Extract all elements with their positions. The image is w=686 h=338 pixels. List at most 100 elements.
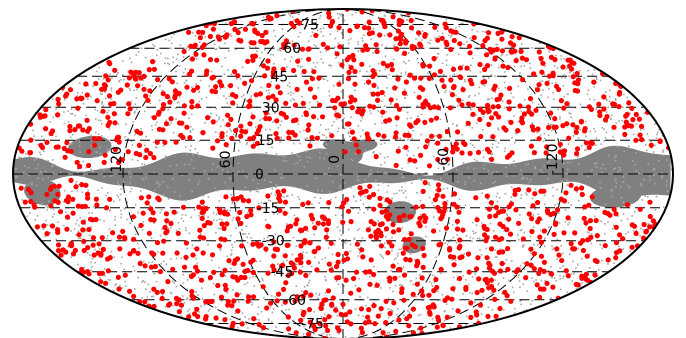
data-point — [183, 240, 189, 246]
data-point — [456, 209, 462, 215]
data-point — [560, 64, 566, 70]
data-point — [535, 126, 541, 132]
data-point — [435, 105, 441, 111]
data-point — [410, 291, 416, 297]
data-point — [497, 221, 503, 227]
data-point — [375, 132, 381, 138]
data-point — [509, 34, 515, 40]
data-point — [28, 198, 34, 205]
data-point — [351, 275, 357, 282]
data-point — [228, 116, 234, 122]
data-point — [474, 312, 480, 318]
data-point — [78, 95, 84, 101]
data-point — [22, 199, 28, 205]
data-point — [579, 273, 585, 279]
data-point — [383, 226, 390, 232]
data-point — [506, 204, 512, 210]
data-point — [121, 235, 128, 241]
data-point — [465, 251, 472, 257]
data-point — [155, 77, 161, 83]
data-point — [397, 41, 403, 47]
data-point — [450, 85, 457, 91]
data-point — [245, 267, 251, 274]
data-point — [367, 103, 373, 109]
data-point — [442, 201, 448, 207]
data-point — [56, 183, 62, 189]
data-point — [499, 260, 505, 267]
data-point — [348, 94, 354, 100]
data-point — [393, 130, 399, 136]
data-point — [200, 29, 206, 35]
data-point — [340, 301, 346, 307]
data-point — [235, 29, 241, 36]
data-point — [565, 273, 571, 279]
data-point — [246, 198, 252, 204]
data-point — [368, 257, 374, 263]
data-point — [466, 269, 472, 275]
data-point — [196, 29, 202, 35]
data-point — [587, 225, 593, 232]
data-point — [151, 217, 157, 223]
data-point — [238, 123, 244, 129]
data-point — [531, 266, 537, 272]
data-point — [523, 275, 529, 281]
data-point — [559, 257, 565, 264]
data-point — [244, 213, 250, 220]
data-point — [425, 305, 431, 311]
data-point — [491, 287, 497, 293]
data-point — [312, 225, 318, 231]
data-point — [210, 26, 216, 32]
data-point — [372, 321, 378, 327]
data-point — [457, 243, 463, 249]
data-point — [617, 89, 623, 96]
data-point — [647, 224, 653, 230]
data-point — [290, 261, 296, 267]
data-point — [410, 330, 416, 336]
data-point — [303, 272, 309, 278]
data-point — [207, 220, 213, 226]
data-point — [147, 151, 153, 157]
data-point — [274, 298, 280, 304]
data-point — [597, 109, 603, 115]
data-point — [529, 216, 535, 222]
data-point — [499, 236, 505, 242]
data-point — [275, 189, 281, 195]
data-point — [199, 199, 205, 205]
data-point — [435, 37, 441, 43]
data-point — [448, 46, 454, 53]
data-point — [404, 245, 410, 251]
data-point — [432, 197, 438, 203]
data-point — [292, 132, 298, 138]
data-point — [551, 231, 557, 237]
data-point — [333, 307, 339, 313]
data-point — [252, 27, 258, 33]
data-point — [467, 150, 473, 156]
data-point — [371, 104, 377, 110]
data-point — [250, 143, 256, 149]
data-point — [325, 218, 331, 224]
data-point — [626, 100, 632, 106]
data-point — [203, 316, 209, 322]
data-point — [485, 102, 491, 108]
data-point — [314, 135, 320, 141]
data-point — [219, 133, 225, 140]
data-point — [536, 136, 542, 142]
data-point — [261, 63, 267, 69]
data-point — [475, 149, 482, 155]
data-point — [150, 59, 156, 65]
data-point — [55, 242, 62, 248]
data-point — [240, 261, 246, 267]
data-point — [440, 323, 446, 329]
data-point — [473, 195, 479, 201]
data-point — [512, 187, 518, 193]
data-point — [308, 292, 314, 298]
data-point — [431, 104, 437, 110]
data-point — [266, 224, 272, 230]
data-point — [548, 211, 554, 218]
data-point — [84, 117, 90, 123]
data-point — [552, 116, 558, 122]
data-point — [146, 230, 152, 236]
data-point — [347, 99, 353, 105]
data-point — [360, 47, 366, 53]
data-point — [406, 236, 412, 242]
